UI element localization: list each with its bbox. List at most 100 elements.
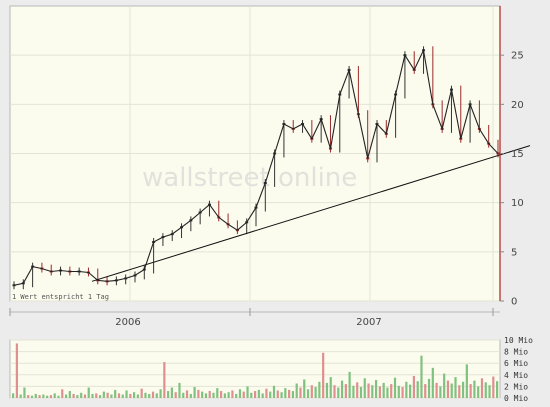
volume-bar [23, 387, 26, 398]
volume-bar [98, 395, 102, 398]
volume-bar [38, 395, 41, 398]
volume-bar [231, 390, 234, 398]
volume-bar [87, 387, 90, 398]
volume-bar [340, 380, 344, 398]
volume-bar [356, 382, 359, 398]
volume-bar [53, 393, 56, 398]
volume-bar [163, 362, 166, 398]
volume-bar [265, 388, 268, 398]
volume-bar [201, 391, 204, 398]
volume-bar [155, 393, 158, 398]
volume-bar [450, 383, 453, 398]
volume-bar [125, 390, 128, 398]
volume-bar [393, 377, 397, 398]
volume-bar [178, 382, 181, 398]
volume-bar [306, 389, 310, 398]
volume-bar [42, 394, 45, 398]
volume-bar [219, 391, 223, 398]
price-y-tick-label: 5 [511, 247, 517, 258]
price-y-axis: 0 5 10 15 20 25 [500, 51, 524, 308]
volume-bar [95, 393, 98, 398]
volume-bar [72, 393, 75, 398]
x-tick-label: 2006 [115, 317, 140, 328]
volume-bar [80, 392, 83, 398]
volume-bar [284, 388, 287, 398]
volume-bar [409, 384, 412, 398]
volume-bar [295, 383, 298, 398]
x-tick-label: 2007 [356, 317, 381, 328]
price-y-tick-label: 15 [511, 149, 524, 160]
volume-bar [473, 380, 476, 398]
volume-bar [182, 392, 185, 398]
volume-bar [291, 391, 295, 398]
volume-y-tick-label: 2 Mio [504, 382, 528, 391]
volume-bar [257, 389, 260, 398]
volume-bar [446, 380, 450, 398]
volume-bar [492, 376, 495, 398]
volume-bar [371, 385, 374, 398]
price-y-tick-label: 25 [511, 51, 524, 62]
volume-bar [427, 378, 431, 398]
volume-bar [439, 386, 442, 398]
volume-bar [484, 382, 487, 398]
price-y-tick-label: 10 [511, 198, 524, 209]
volume-bar [401, 386, 404, 398]
volume-bar [488, 385, 491, 398]
volume-bar [322, 352, 325, 398]
volume-bar [212, 392, 215, 398]
volume-bar [57, 395, 60, 398]
volume-bar [378, 386, 381, 398]
volume-bar [269, 391, 272, 398]
volume-bar [288, 389, 291, 398]
volume-bar [337, 387, 340, 398]
volume-bar [193, 386, 196, 398]
volume-bar [27, 395, 30, 398]
price-line [13, 48, 499, 286]
volume-bar [140, 388, 143, 398]
volume-bar [261, 393, 264, 398]
time-x-axis: 2006 2007 [9, 308, 500, 328]
volume-bar [375, 380, 378, 398]
volume-bar [238, 389, 242, 398]
volume-bar [352, 385, 355, 398]
volume-bar [12, 393, 15, 398]
volume-bar [235, 393, 238, 398]
volume-bar [144, 392, 147, 398]
volume-bar [431, 367, 434, 398]
volume-bar [170, 387, 174, 398]
volume-bar [68, 391, 71, 398]
volume-y-tick-label: 10 Mio [504, 336, 533, 345]
volume-bar [272, 385, 276, 398]
volume-bar [91, 393, 94, 398]
volume-bar [76, 395, 79, 398]
price-gridlines [10, 6, 500, 302]
volume-bar [454, 377, 457, 398]
volume-bar [382, 382, 385, 398]
volume-bar [458, 385, 461, 398]
volume-bar [64, 394, 68, 398]
volume-bar [250, 392, 253, 398]
volume-bar [174, 392, 177, 398]
volume-bar [208, 391, 211, 398]
volume-bar [477, 386, 480, 398]
volume-bar [34, 393, 37, 398]
volume-bar [496, 381, 499, 398]
volume-bar [121, 394, 124, 398]
volume-bar [189, 393, 192, 398]
volume-bar [386, 387, 389, 398]
volume-bar [19, 394, 22, 398]
volume-bar [83, 394, 87, 398]
volume-bar [367, 383, 370, 398]
volume-y-tick-label: 6 Mio [504, 359, 528, 368]
volume-bar [242, 391, 245, 398]
volume-bar [227, 392, 230, 398]
volume-bar [151, 391, 155, 398]
price-y-tick-label: 20 [511, 100, 524, 111]
volume-bar [197, 389, 200, 398]
volume-bar [223, 393, 226, 398]
volume-bar [348, 371, 351, 398]
volume-bar [129, 393, 132, 398]
volume-bar [465, 364, 468, 398]
volume-bar [117, 393, 121, 398]
